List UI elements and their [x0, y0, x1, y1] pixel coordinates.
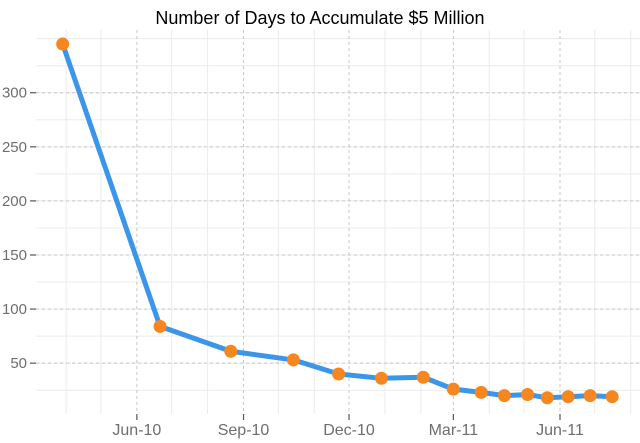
- data-point: [540, 391, 554, 405]
- y-axis-tick-label: 150: [2, 247, 27, 264]
- data-point: [446, 382, 460, 396]
- x-axis-tick-label: Jun-10: [112, 422, 161, 439]
- data-point: [374, 371, 388, 385]
- data-point: [286, 353, 300, 367]
- data-point: [56, 37, 70, 51]
- y-axis-tick-label: 250: [2, 139, 27, 156]
- y-axis-tick-label: 100: [2, 301, 27, 318]
- x-axis-tick-label: Mar-11: [429, 422, 479, 439]
- data-point: [224, 344, 238, 358]
- data-point: [583, 389, 597, 403]
- data-point: [521, 388, 535, 402]
- data-point: [497, 389, 511, 403]
- series-line: [60, 41, 615, 401]
- data-point: [332, 367, 346, 381]
- data-point: [153, 319, 167, 333]
- y-axis-tick-label: 200: [2, 193, 27, 210]
- data-point: [416, 370, 430, 384]
- x-axis-tick-label: Sep-10: [218, 422, 270, 439]
- y-axis-tick-label: 300: [2, 85, 27, 102]
- data-point: [474, 385, 488, 399]
- y-axis-tick-label: 50: [10, 355, 27, 372]
- data-point: [561, 390, 575, 404]
- data-point: [605, 390, 619, 404]
- x-axis-tick-label: Jun-11: [536, 422, 584, 439]
- x-axis-tick-label: Dec-10: [323, 422, 375, 439]
- chart-title: Number of Days to Accumulate $5 Million: [155, 8, 485, 28]
